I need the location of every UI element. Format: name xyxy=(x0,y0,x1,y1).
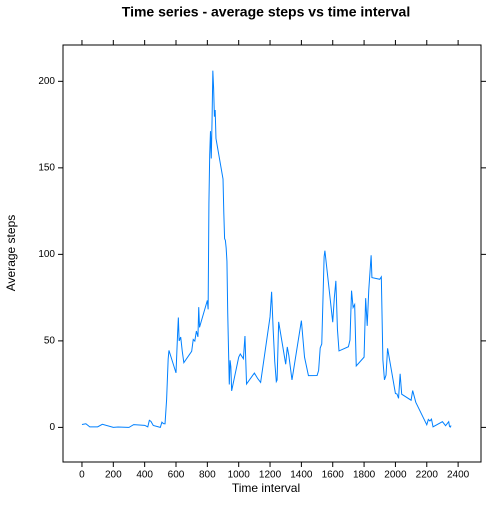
plot-frame xyxy=(62,44,482,463)
x-tick-label: 2000 xyxy=(384,470,407,481)
y-axis-label: Average steps xyxy=(4,215,18,292)
y-tick-label: 150 xyxy=(38,162,55,173)
x-tick-label: 0 xyxy=(79,470,85,481)
x-tick-label: 1200 xyxy=(259,470,282,481)
data-line xyxy=(81,70,452,429)
y-tick-label: 100 xyxy=(38,249,55,260)
x-tick-label: 2200 xyxy=(416,470,439,481)
x-tick-label: 200 xyxy=(105,470,122,481)
chart-title: Time series - average steps vs time inte… xyxy=(122,4,410,20)
y-tick-label: 200 xyxy=(38,76,55,87)
x-axis-label: Time interval xyxy=(232,481,300,495)
x-tick-label: 800 xyxy=(199,470,216,481)
x-tick-label: 2400 xyxy=(447,470,470,481)
x-tick-label: 1800 xyxy=(353,470,376,481)
x-tick-label: 400 xyxy=(136,470,153,481)
x-tick-label: 1000 xyxy=(228,470,251,481)
x-tick-label: 1600 xyxy=(322,470,345,481)
x-tick-label: 1400 xyxy=(290,470,313,481)
x-tick-label: 600 xyxy=(168,470,185,481)
y-tick-label: 50 xyxy=(44,336,56,347)
y-tick-label: 0 xyxy=(49,422,55,433)
